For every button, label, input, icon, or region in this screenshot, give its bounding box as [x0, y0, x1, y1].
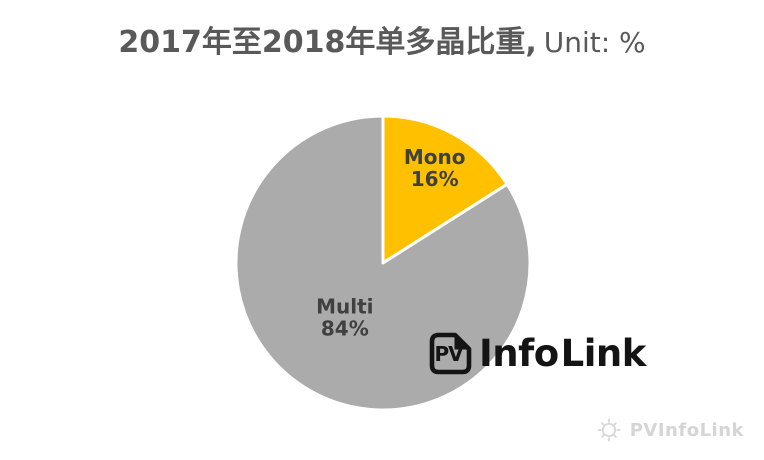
chart-title: 2017年至2018年单多晶比重, Unit: %	[0, 26, 764, 60]
watermark: PVInfoLink	[597, 417, 744, 443]
slice-label-mono-name: Mono	[404, 145, 466, 169]
watermark-text: PVInfoLink	[629, 419, 744, 441]
pv-icon-text: PV	[435, 342, 465, 366]
slice-label-multi-value: 84%	[321, 317, 369, 341]
slice-label-mono-value: 16%	[411, 167, 459, 191]
page-fold-corner	[454, 335, 469, 350]
chart-title-unit: Unit: %	[543, 26, 646, 59]
chart-title-main: 2017年至2018年单多晶比重,	[118, 25, 537, 60]
pv-page-icon: PV	[429, 332, 472, 375]
logo-word-info: Info	[479, 332, 559, 375]
pie-slice-mono	[381, 114, 509, 265]
logo-word-link: Link	[560, 332, 647, 375]
sun-icon	[597, 418, 621, 442]
logo-wordmark: InfoLink	[479, 330, 646, 377]
slice-label-multi-name: Multi	[316, 295, 373, 319]
page-outline	[429, 332, 472, 375]
pvinfolink-logo: PV InfoLink	[427, 330, 646, 377]
